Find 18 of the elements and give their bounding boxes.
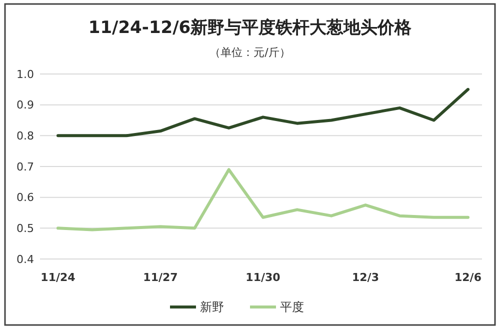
- y-tick-label: 0.6: [16, 191, 34, 204]
- x-tick-label: 11/27: [143, 271, 178, 284]
- line-series: [56, 88, 470, 138]
- legend-label: 平度: [280, 300, 304, 314]
- x-tick-label: 11/30: [246, 271, 281, 284]
- y-tick-label: 1.0: [16, 68, 34, 81]
- y-tick-label: 0.9: [16, 98, 34, 112]
- y-tick-label: 0.5: [16, 222, 34, 236]
- chart-title: 11/24-12/6新野与平度铁杆大葱地头价格: [88, 18, 413, 38]
- y-tick-label: 0.8: [16, 130, 34, 143]
- x-tick-label: 12/3: [352, 271, 379, 284]
- line-series: [56, 168, 470, 232]
- x-tick-label: 11/24: [40, 271, 76, 284]
- y-tick-label: 0.7: [16, 160, 34, 174]
- chart-subtitle: （单位：元/斤）: [210, 46, 290, 59]
- y-tick-label: 0.4: [16, 252, 34, 266]
- legend-label: 新野: [200, 300, 224, 314]
- x-tick-label: 12/6: [454, 271, 482, 284]
